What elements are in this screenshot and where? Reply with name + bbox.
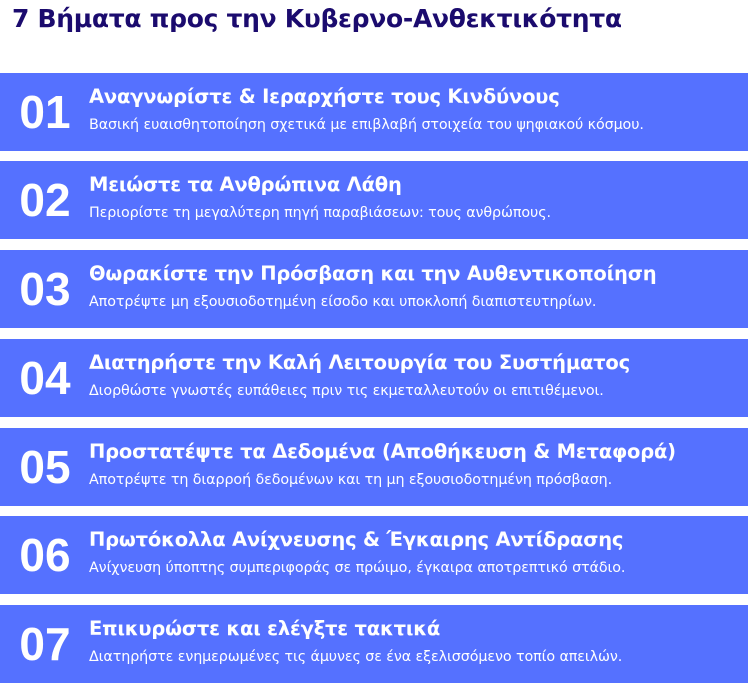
step-number: 04 xyxy=(19,352,71,404)
step-description: Περιορίστε τη μεγαλύτερη πηγή παραβιάσεω… xyxy=(89,205,551,221)
step-heading: Θωρακίστε την Πρόσβαση και την Αυθεντικο… xyxy=(89,262,657,285)
step-number: 03 xyxy=(19,263,71,315)
step-card: 03 Θωρακίστε την Πρόσβαση και την Αυθεντ… xyxy=(0,250,748,328)
step-description: Αποτρέψτε τη διαρροή δεδομένων και τη μη… xyxy=(89,472,613,488)
step-card: 02 Μειώστε τα Ανθρώπινα Λάθη Περιορίστε … xyxy=(0,161,748,239)
step-heading: Διατηρήστε την Καλή Λειτουργία του Συστή… xyxy=(89,351,630,374)
step-card: 06 Πρωτόκολλα Ανίχνευσης & Έγκαιρης Αντί… xyxy=(0,516,748,594)
step-heading: Προστατέψτε τα Δεδομένα (Αποθήκευση & Με… xyxy=(89,440,676,463)
step-description: Διορθώστε γνωστές ευπάθειες πριν τις εκμ… xyxy=(89,383,604,399)
step-number: 06 xyxy=(19,529,71,581)
step-number: 07 xyxy=(19,618,71,670)
step-number: 01 xyxy=(19,86,71,138)
step-card: 04 Διατηρήστε την Καλή Λειτουργία του Συ… xyxy=(0,339,748,417)
step-card: 05 Προστατέψτε τα Δεδομένα (Αποθήκευση &… xyxy=(0,428,748,506)
page-title: 7 Βήματα προς την Κυβερνο-Ανθεκτικότητα xyxy=(12,4,622,33)
step-card: 07 Επικυρώστε και ελέγξτε τακτικά Διατηρ… xyxy=(0,605,748,683)
step-number: 02 xyxy=(19,174,71,226)
step-description: Διατηρήστε ενημερωμένες τις άμυνες σε έν… xyxy=(89,649,623,665)
step-description: Ανίχνευση ύποπτης συμπεριφοράς σε πρώιμο… xyxy=(89,560,626,576)
step-heading: Αναγνωρίστε & Ιεραρχήστε τους Κινδύνους xyxy=(89,85,560,108)
step-heading: Μειώστε τα Ανθρώπινα Λάθη xyxy=(89,173,402,196)
step-description: Βασική ευαισθητοποίηση σχετικά με επιβλα… xyxy=(89,117,644,133)
step-card: 01 Αναγνωρίστε & Ιεραρχήστε τους Κινδύνο… xyxy=(0,73,748,151)
step-heading: Πρωτόκολλα Ανίχνευσης & Έγκαιρης Αντίδρα… xyxy=(89,528,624,551)
step-number: 05 xyxy=(19,441,71,493)
step-description: Αποτρέψτε μη εξουσιοδοτημένη είσοδο και … xyxy=(89,294,597,310)
step-heading: Επικυρώστε και ελέγξτε τακτικά xyxy=(89,617,441,640)
